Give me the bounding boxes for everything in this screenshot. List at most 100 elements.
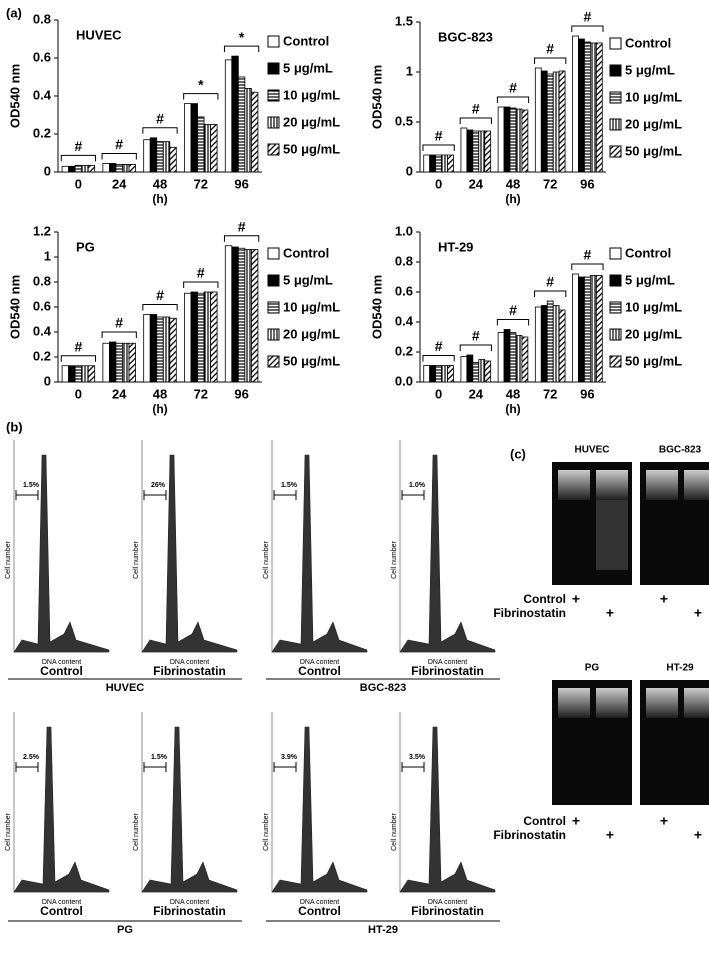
bar xyxy=(61,165,70,173)
bracket xyxy=(534,290,567,297)
y-axis-title: Cell number xyxy=(391,540,398,578)
row-label: Fibrinostatin xyxy=(493,606,566,620)
y-tick-label: 1.0 xyxy=(395,223,413,238)
significance-label: * xyxy=(198,76,204,92)
x-tick-label: 24 xyxy=(112,386,127,401)
condition: Fibrinostatin xyxy=(153,664,226,678)
x-tick-label: 48 xyxy=(506,386,520,401)
axes xyxy=(13,712,109,893)
y-tick-label: 0.4 xyxy=(395,313,414,328)
legend-swatch xyxy=(609,118,622,131)
condition: Fibrinostatin xyxy=(411,904,484,918)
bar xyxy=(429,365,437,383)
x-axis-title: DNA content xyxy=(170,899,209,906)
bar xyxy=(244,249,252,383)
x-tick-label: 0 xyxy=(435,176,442,191)
chart-title: PG xyxy=(76,239,95,254)
bar xyxy=(429,154,437,173)
bar xyxy=(540,70,548,173)
bar xyxy=(515,108,523,173)
bar xyxy=(595,42,603,173)
bar xyxy=(584,41,591,173)
gate xyxy=(15,762,39,772)
group-name: PG xyxy=(117,924,133,936)
bar xyxy=(210,124,218,173)
legend-swatch xyxy=(609,328,622,341)
significance-label: # xyxy=(509,302,517,318)
gate xyxy=(273,762,297,772)
chart-title: HUVEC xyxy=(76,27,122,42)
bar xyxy=(478,130,486,173)
y-tick-label: 1 xyxy=(406,63,413,78)
legend-label: 5 μg/mL xyxy=(625,62,675,77)
bar xyxy=(68,165,76,173)
panel-label: (b) xyxy=(6,419,23,434)
bar xyxy=(578,38,585,173)
bracket xyxy=(459,344,492,351)
panel-label: (a) xyxy=(6,5,22,20)
y-tick-label: 0.6 xyxy=(33,49,51,64)
percent: 1.5% xyxy=(151,754,168,761)
y-axis-label: OD540 nm xyxy=(369,275,384,339)
bar xyxy=(81,365,89,383)
bar xyxy=(203,291,211,383)
bar xyxy=(74,365,83,383)
legend-label: Control xyxy=(283,33,329,48)
band xyxy=(596,470,628,500)
y-axis-title: Cell number xyxy=(391,812,398,850)
legend-swatch xyxy=(609,91,622,104)
legend-label: 10 μg/mL xyxy=(283,299,340,314)
plus: + xyxy=(606,827,614,843)
y-tick-label: 0.8 xyxy=(395,253,413,268)
bracket xyxy=(183,281,219,288)
percent: 3.5% xyxy=(409,754,426,761)
bracket xyxy=(142,304,178,311)
significance-label: * xyxy=(239,29,245,45)
band xyxy=(684,470,709,500)
bar xyxy=(197,116,205,173)
bar xyxy=(441,154,448,173)
bar xyxy=(509,107,517,173)
bar xyxy=(122,342,130,383)
bar xyxy=(472,362,480,383)
x-tick-label: 48 xyxy=(153,386,167,401)
bracket xyxy=(101,331,137,338)
bar xyxy=(109,163,117,173)
bar xyxy=(162,316,171,383)
x-tick-label: 48 xyxy=(506,176,520,191)
bar xyxy=(484,130,492,173)
x-axis-title: DNA content xyxy=(300,899,339,906)
legend-label: 5 μg/mL xyxy=(283,60,333,75)
bar xyxy=(197,292,205,383)
legend-swatch xyxy=(609,274,622,287)
legend-swatch xyxy=(609,247,622,260)
y-tick-label: 0.5 xyxy=(395,113,413,128)
percent: 3.9% xyxy=(281,754,298,761)
bar xyxy=(115,163,123,173)
bar xyxy=(224,245,233,383)
legend-swatch xyxy=(267,355,280,368)
bar xyxy=(102,342,110,383)
x-tick-label: 0 xyxy=(75,386,82,401)
bar xyxy=(81,164,89,173)
bar xyxy=(203,124,211,173)
axes xyxy=(141,712,237,893)
bar xyxy=(546,300,554,383)
bar xyxy=(190,103,198,173)
y-axis-title: Cell number xyxy=(263,540,270,578)
bar xyxy=(74,164,83,173)
bar xyxy=(156,316,164,383)
bar xyxy=(515,335,523,383)
significance-label: # xyxy=(584,247,592,263)
axes xyxy=(271,440,367,653)
bracket xyxy=(60,154,97,162)
group-name: HT-29 xyxy=(368,924,398,936)
bar xyxy=(584,276,591,383)
row-label: Control xyxy=(523,814,566,828)
condition: Control xyxy=(40,904,83,918)
x-tick-label: 96 xyxy=(580,176,594,191)
y-tick-label: 0.6 xyxy=(33,298,51,313)
legend-label: 50 μg/mL xyxy=(625,143,682,158)
bar xyxy=(546,73,554,173)
y-tick-label: 0.8 xyxy=(33,273,51,288)
